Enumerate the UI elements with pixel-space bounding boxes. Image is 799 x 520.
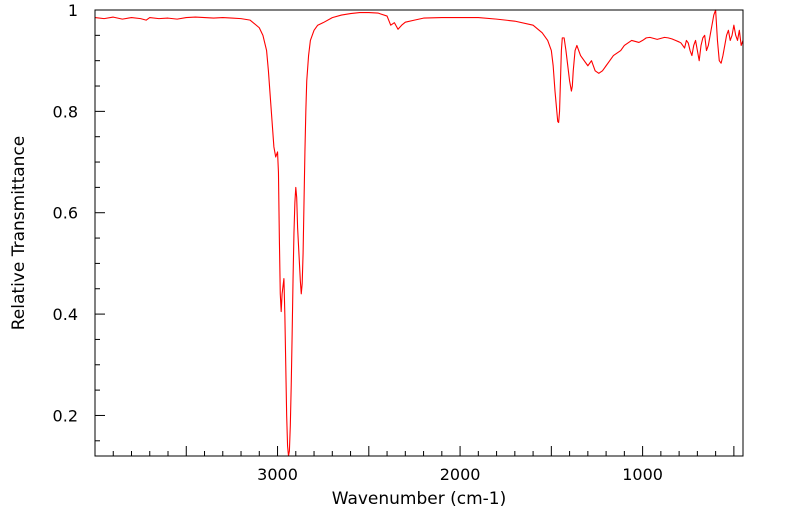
y-tick-label: 0.2 [53,406,78,425]
x-tick-label: 2000 [440,465,481,484]
y-tick-label: 0.6 [53,204,78,223]
y-tick-labels: 1 0.8 0.6 0.4 0.2 [53,1,78,425]
plot-frame [94,9,744,457]
axis-ticks [94,9,735,456]
x-axis-label: Wavenumber (cm-1) [332,489,507,509]
x-tick-label: 1000 [622,465,663,484]
y-tick-label: 1 [68,1,78,20]
x-tick-label: 3000 [257,465,298,484]
y-tick-label: 0.4 [53,305,78,324]
y-axis-label: Relative Transmittance [9,136,29,331]
spectrum-line [94,9,744,457]
y-tick-label: 0.8 [53,102,78,121]
x-tick-labels: 3000 2000 1000 [257,465,663,484]
